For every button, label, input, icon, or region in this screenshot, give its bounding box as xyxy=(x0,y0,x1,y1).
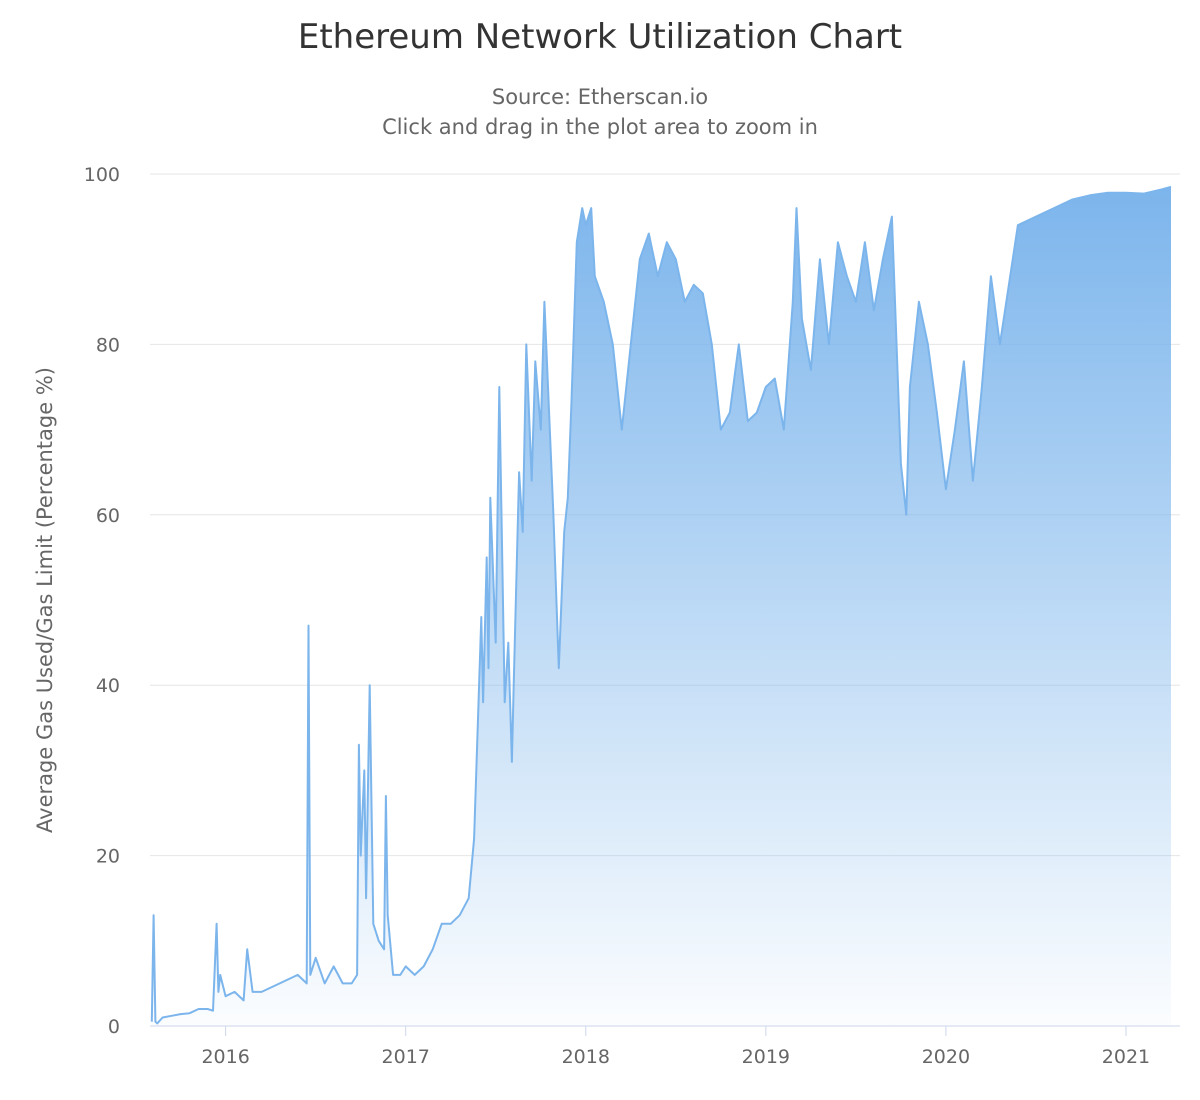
y-axis-label: Average Gas Used/Gas Limit (Percentage %… xyxy=(33,367,57,833)
axes: 0 20 40 60 80 100 2016 2017 2018 2019 2020 2021 xyxy=(84,164,1180,1068)
x-tick-label: 2016 xyxy=(201,1046,249,1068)
y-tick-label: 20 xyxy=(96,846,120,868)
y-tick-label: 80 xyxy=(96,334,120,356)
chart-title: Ethereum Network Utilization Chart xyxy=(298,17,902,57)
x-tick-label: 2018 xyxy=(562,1046,610,1068)
series-line xyxy=(150,185,1172,1025)
x-tick-label: 2020 xyxy=(922,1046,970,1068)
x-tick-label: 2017 xyxy=(382,1046,430,1068)
x-tick-label: 2021 xyxy=(1102,1046,1150,1068)
y-tick-label: 60 xyxy=(96,505,120,527)
plot-area[interactable] xyxy=(150,185,1172,1027)
y-tick-label: 100 xyxy=(84,164,120,186)
chart-subtitle-hint: Click and drag in the plot area to zoom … xyxy=(382,115,818,139)
series-area-fill xyxy=(151,186,1172,1027)
chart-subtitle-source: Source: Etherscan.io xyxy=(492,85,708,109)
x-tick-label: 2019 xyxy=(742,1046,790,1068)
y-tick-label: 40 xyxy=(96,675,120,697)
y-tick-label: 0 xyxy=(108,1016,120,1038)
